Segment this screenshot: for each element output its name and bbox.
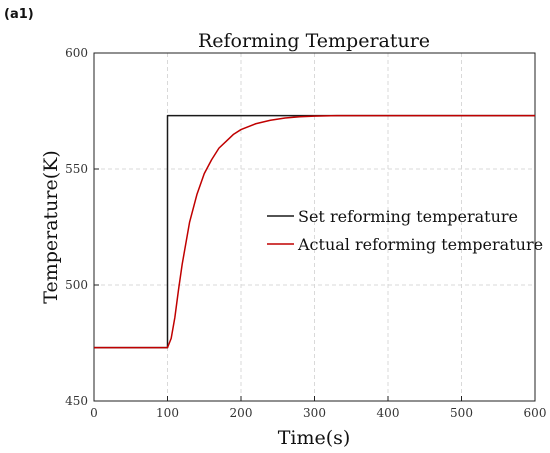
x-tick-label: 600	[524, 406, 547, 420]
chart-title: Reforming Temperature	[198, 30, 430, 52]
x-tick-label: 300	[303, 406, 326, 420]
y-tick-label: 500	[65, 278, 88, 292]
y-tick-label: 450	[65, 394, 88, 408]
x-tick-label: 400	[377, 406, 400, 420]
legend-entry-set: Set reforming temperature	[298, 207, 518, 226]
grid	[94, 53, 535, 401]
x-tick-label: 100	[156, 406, 179, 420]
x-tick-label: 0	[90, 406, 98, 420]
legend-entry-actual: Actual reforming temperature	[297, 235, 543, 254]
axis-ticks: 0 100 200 300 400 500 600 450 500 550 600	[65, 46, 546, 420]
y-tick-label: 550	[65, 162, 88, 176]
y-tick-label: 600	[65, 46, 88, 60]
panel-label: (a1)	[4, 7, 34, 22]
x-tick-label: 500	[450, 406, 473, 420]
actual-temperature-line	[94, 114, 535, 349]
x-axis-label: Time(s)	[278, 427, 351, 449]
y-axis-label: Temperature(K)	[40, 150, 62, 304]
legend: Set reforming temperature Actual reformi…	[267, 207, 543, 254]
x-tick-label: 200	[230, 406, 253, 420]
series-lines	[94, 114, 535, 349]
